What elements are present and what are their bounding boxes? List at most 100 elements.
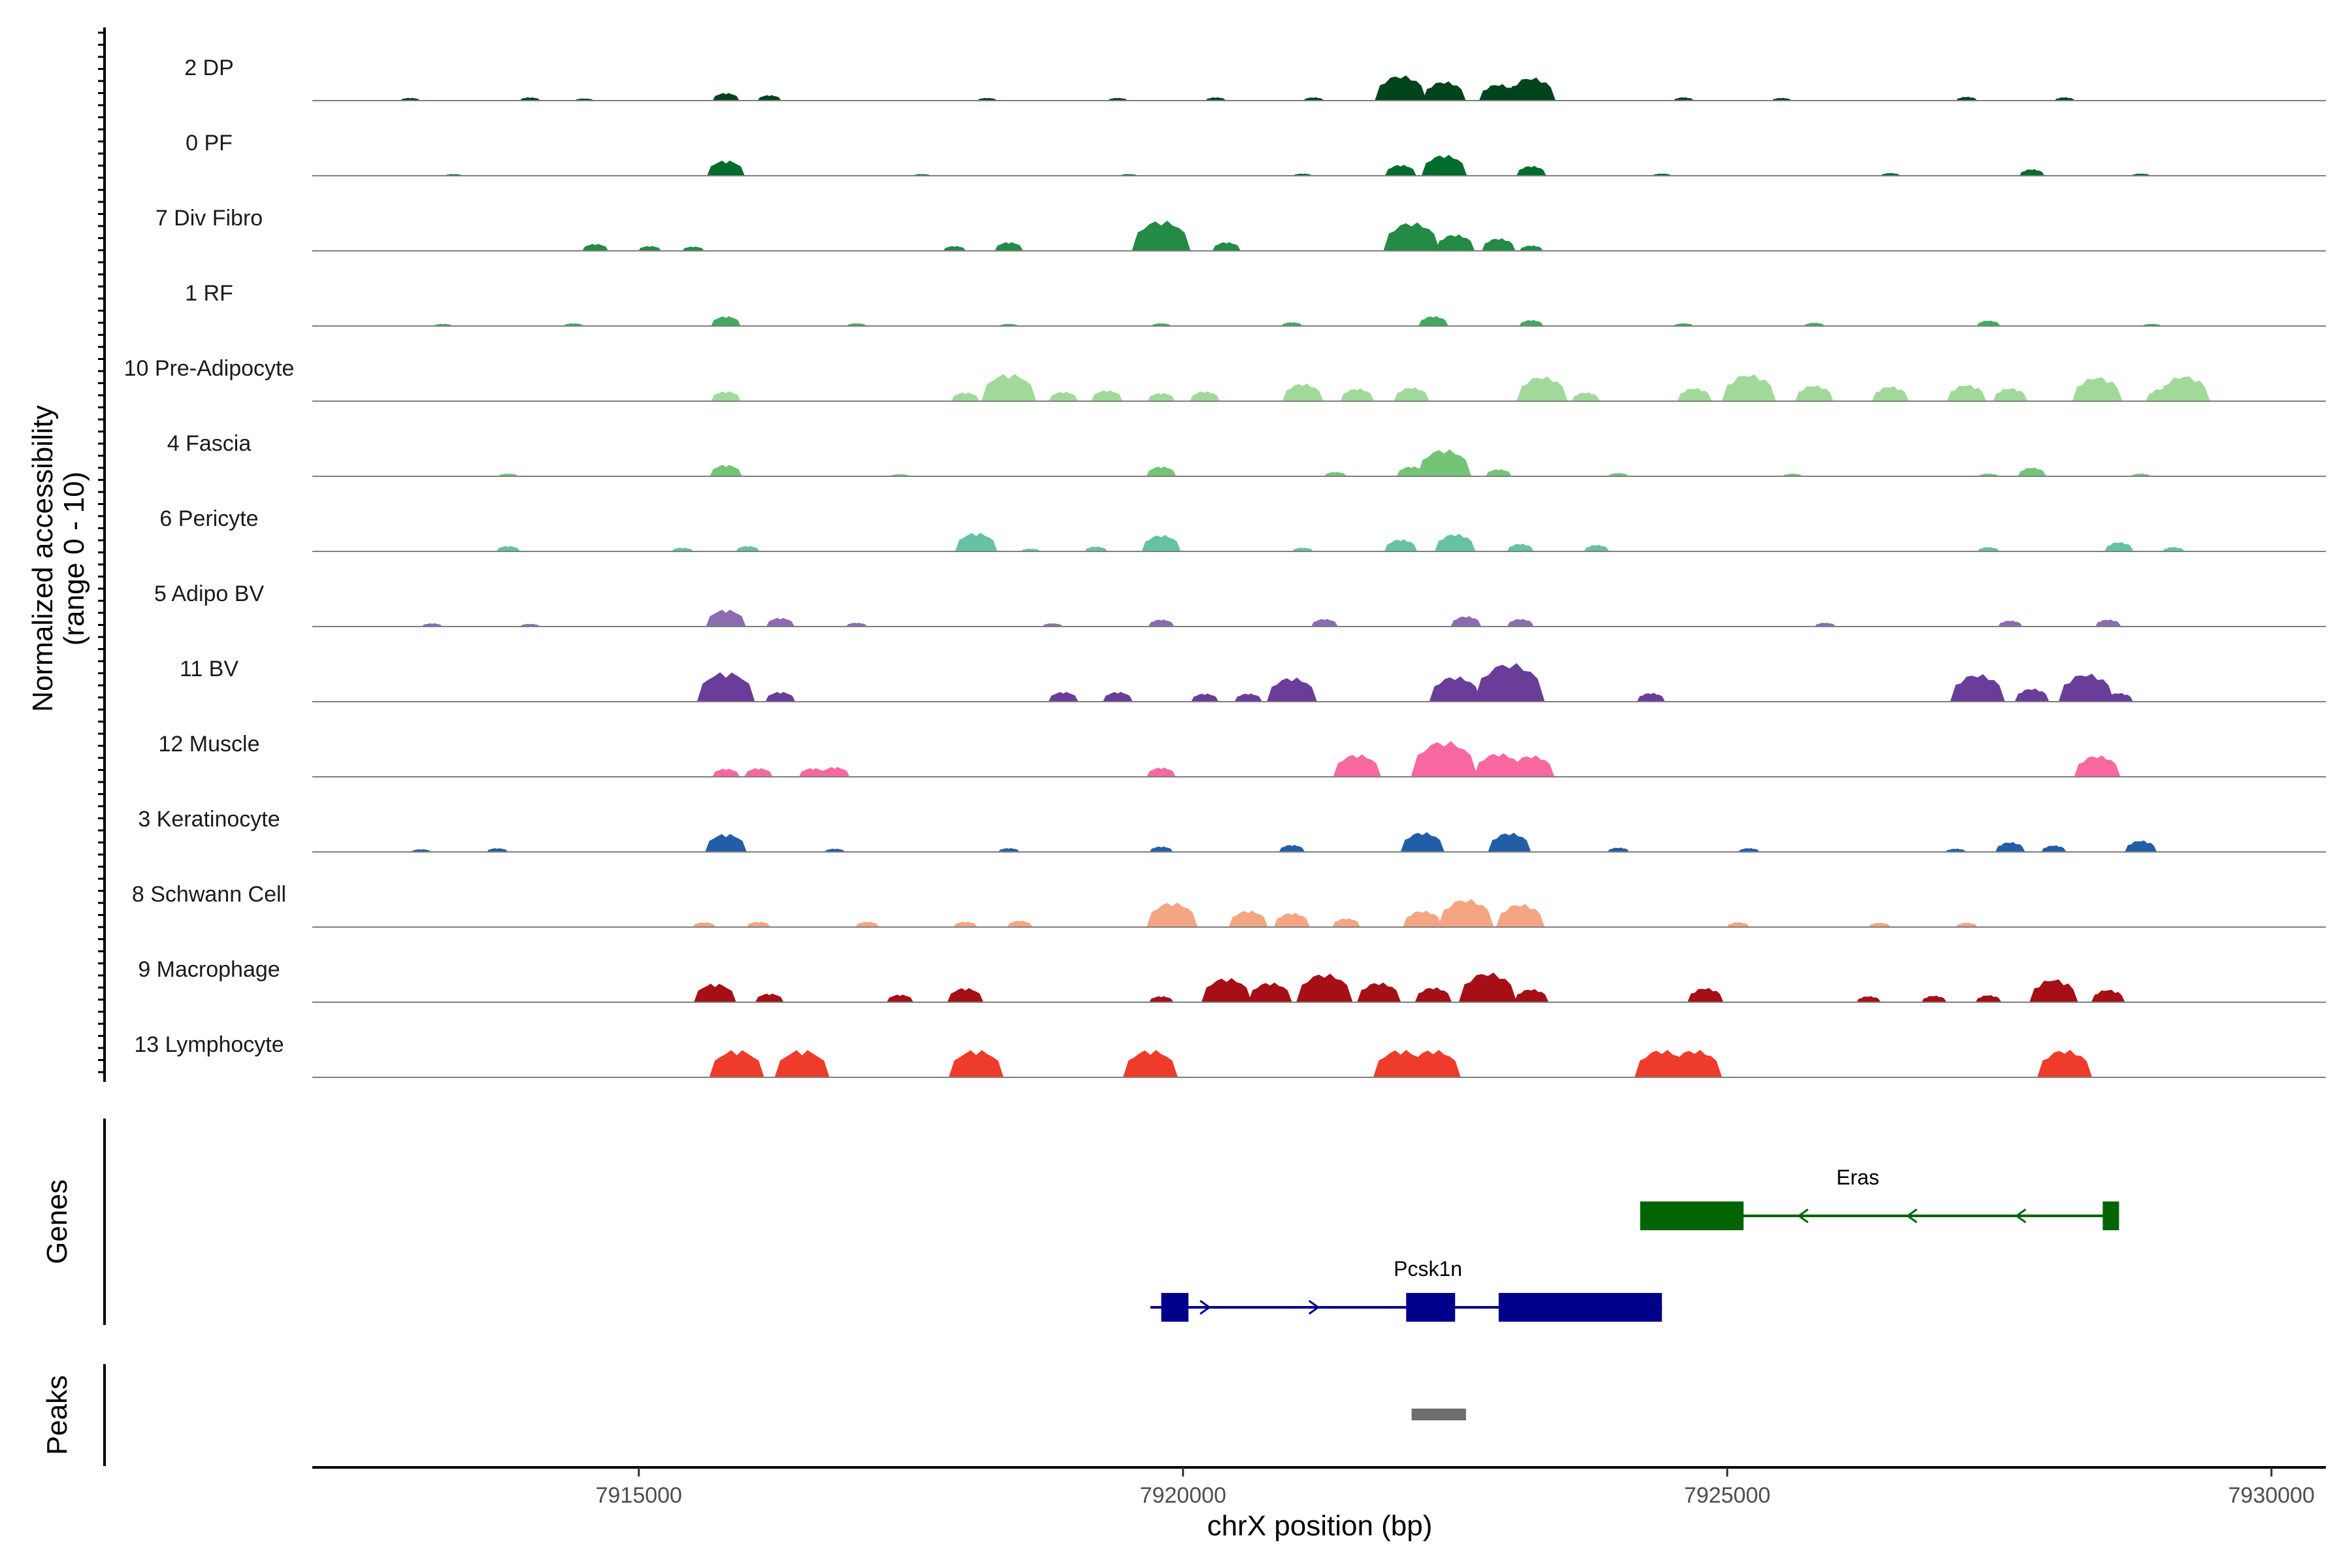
coverage-peak — [1332, 918, 1361, 927]
coverage-peak — [1384, 165, 1416, 176]
coverage-peak — [2074, 755, 2121, 777]
coverage-peak — [1516, 165, 1546, 176]
x-tick-label: 7915000 — [596, 1483, 682, 1508]
coverage-peak — [1429, 676, 1481, 702]
coverage-peak — [949, 1050, 1004, 1077]
track-label: 11 BV — [180, 657, 238, 681]
coverage-peak — [1303, 97, 1324, 101]
track-1 — [312, 75, 2326, 101]
coverage-peak — [1782, 473, 1803, 476]
coverage-peak — [2104, 542, 2134, 551]
track-9 — [312, 663, 2326, 702]
coverage-peak — [1687, 988, 1723, 1002]
coverage-peak — [1880, 172, 1901, 176]
coverage-peak — [1282, 384, 1324, 401]
track-13 — [312, 972, 2326, 1003]
coverage-peak — [1450, 616, 1482, 627]
track-12 — [312, 899, 2326, 928]
coverage-peak — [977, 97, 997, 101]
coverage-peak — [1151, 323, 1171, 326]
coverage-peak — [1357, 982, 1401, 1002]
track-7 — [312, 532, 2326, 552]
coverage-peak — [1132, 220, 1191, 251]
coverage-peak — [1947, 385, 1987, 401]
coverage-peak — [1956, 97, 1978, 101]
coverage-peak — [1201, 978, 1252, 1002]
coverage-peak — [1814, 623, 1836, 627]
coverage-peak — [1333, 754, 1381, 777]
gene-exon — [1498, 1293, 1662, 1322]
coverage-peak — [1674, 323, 1694, 326]
coverage-peak — [1474, 663, 1545, 702]
coverage-peak — [1995, 841, 2025, 852]
coverage-peak — [774, 1050, 830, 1077]
coverage-peak — [1234, 693, 1262, 702]
coverage-peak — [711, 316, 741, 326]
coverage-peak — [766, 617, 794, 627]
track-label: 6 Pericyte — [159, 506, 258, 531]
coverage-peak — [1279, 845, 1305, 852]
coverage-peak — [998, 848, 1020, 852]
coverage-peak — [1049, 391, 1078, 401]
track-label: 9 Macrophage — [138, 957, 280, 982]
coverage-peak — [1147, 393, 1175, 401]
coverage-peak — [1141, 534, 1181, 551]
coverage-peak — [2104, 693, 2134, 702]
y-axis — [98, 27, 106, 1082]
coverage-peak — [1394, 387, 1429, 401]
gene-exon — [1406, 1293, 1456, 1322]
coverage-peak — [994, 242, 1023, 251]
coverage-peak — [2058, 674, 2115, 702]
coverage-peak — [1921, 995, 1947, 1002]
coverage-peak — [696, 672, 755, 702]
coverage-peak — [1400, 832, 1445, 852]
strand-arrow — [1200, 1299, 1211, 1315]
coverage-peak — [1422, 81, 1466, 101]
coverage-peak — [519, 97, 540, 101]
coverage-peak — [672, 547, 693, 551]
coverage-peak — [1418, 316, 1448, 326]
coverage-peak — [712, 768, 740, 777]
track-3 — [312, 220, 2326, 252]
coverage-peak — [1091, 390, 1123, 401]
coverage-peak — [1519, 245, 1543, 251]
coverage-peak — [1976, 320, 2001, 326]
coverage-peak — [1856, 996, 1881, 1002]
coverage-peak — [1946, 848, 1967, 852]
coverage-peak — [1438, 899, 1494, 927]
coverage-peak — [1248, 982, 1292, 1002]
coverage-peak — [1267, 678, 1317, 702]
strand-arrow — [1906, 1208, 1918, 1224]
track-11 — [312, 832, 2326, 853]
coverage-peak — [765, 692, 796, 702]
coverage-peak — [2158, 376, 2210, 401]
coverage-peak — [1486, 469, 1512, 476]
coverage-peak — [2019, 169, 2045, 176]
coverage-peak — [1507, 619, 1534, 627]
track-5 — [312, 374, 2326, 402]
coverage-peak — [1435, 234, 1475, 251]
coverage-peak — [1722, 374, 1776, 401]
coverage-peak — [563, 323, 583, 326]
coverage-peak — [981, 374, 1037, 401]
gene-exon — [1640, 1201, 1744, 1230]
coverage-tracks — [312, 75, 2326, 1078]
coverage-peak — [1727, 922, 1750, 927]
coverage-peak — [951, 392, 980, 401]
x-tick-label: 7930000 — [2229, 1483, 2315, 1508]
coverage-peak — [1292, 547, 1314, 551]
coverage-peak — [2095, 619, 2121, 627]
coverage-peak — [2125, 840, 2157, 852]
x-tick-label: 7925000 — [1684, 1483, 1771, 1508]
coverage-peak — [1998, 620, 2023, 627]
coverage-peak — [1146, 466, 1177, 476]
coverage-peak — [1872, 386, 1909, 401]
coverage-peak — [710, 465, 742, 476]
coverage-peak — [1421, 155, 1467, 176]
coverage-peak — [1403, 910, 1443, 927]
coverage-peak — [1405, 1050, 1461, 1077]
coverage-peak — [819, 766, 850, 777]
coverage-peak — [1795, 385, 1834, 401]
track-label: 0 PF — [186, 131, 233, 155]
coverage-peak — [400, 97, 420, 101]
